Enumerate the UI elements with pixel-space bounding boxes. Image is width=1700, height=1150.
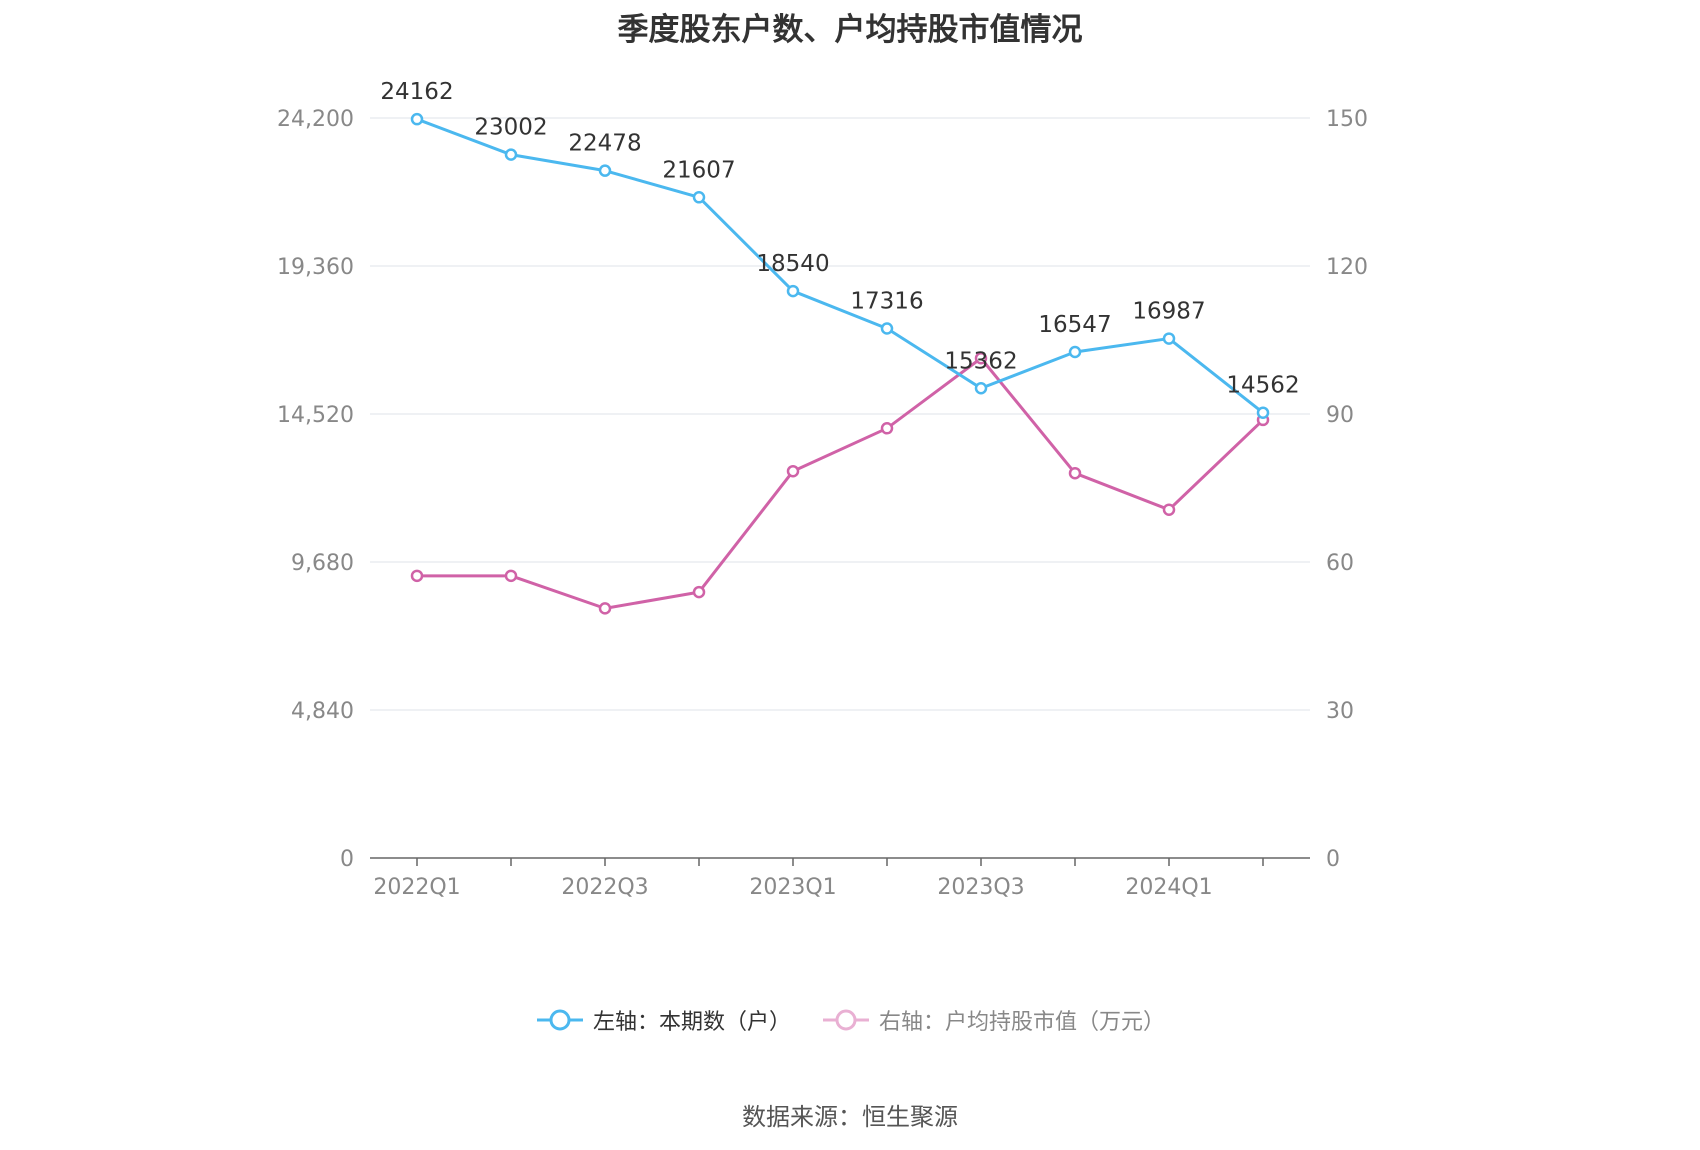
- y-right-tick-label: 30: [1326, 699, 1354, 724]
- right-series-point: [786, 464, 800, 478]
- y-left-tick-label: 0: [340, 847, 354, 872]
- right-series-point: [504, 569, 518, 583]
- right-series-point: [692, 585, 706, 599]
- left-series-data-label: 16547: [1038, 312, 1111, 338]
- right-series-point: [598, 602, 612, 615]
- legend: 左轴：本期数（户） 右轴：户均持股市值（万元）: [0, 1000, 1700, 1040]
- left-series-data-label: 16987: [1132, 299, 1205, 325]
- left-series-data-label: 21607: [662, 157, 735, 183]
- legend-left-series-icon: [536, 1009, 583, 1031]
- left-series-data-label: 15362: [944, 348, 1017, 374]
- left-series-data-label: 17316: [850, 289, 923, 315]
- left-series-point: [598, 164, 612, 177]
- left-series-point: [1162, 332, 1176, 345]
- x-tick-label: 2024Q1: [1125, 875, 1212, 900]
- legend-item-right-series[interactable]: 右轴：户均持股市值（万元）: [821, 1004, 1165, 1036]
- left-series-line: [416, 117, 1264, 414]
- source-label: 数据来源：恒生聚源: [742, 1103, 958, 1131]
- left-series-data-label: 24162: [380, 79, 453, 105]
- right-series-point: [410, 569, 424, 583]
- y-left-tick-label: 14,520: [277, 403, 354, 428]
- left-series-data-label: 18540: [756, 251, 829, 277]
- right-series-point: [1162, 503, 1176, 516]
- left-series-point: [880, 322, 894, 335]
- y-left-tick-label: 19,360: [277, 255, 354, 280]
- left-series-point: [504, 148, 518, 161]
- left-series-point: [1068, 345, 1082, 359]
- right-series-line: [417, 356, 1265, 610]
- right-series-point: [1068, 466, 1082, 480]
- left-series-point: [410, 112, 424, 126]
- right-series-point: [974, 352, 988, 365]
- legend-right-series-icon: [823, 1009, 869, 1031]
- y-right-tick-label: 0: [1326, 847, 1340, 872]
- legend-left-series-label: 左轴：本期数（户）: [592, 1010, 791, 1035]
- y-left-tick-label: 24,200: [277, 107, 354, 132]
- y-right-tick-label: 150: [1326, 107, 1368, 132]
- legend-right-series-label: 右轴：户均持股市值（万元）: [879, 1010, 1166, 1035]
- left-series-data-label: 22478: [568, 131, 641, 157]
- right-series-point: [880, 422, 894, 435]
- left-series-point: [692, 191, 706, 204]
- legend-item-left-series[interactable]: 左轴：本期数（户）: [535, 1004, 791, 1036]
- left-series-point: [1256, 406, 1270, 419]
- y-right-tick-label: 120: [1326, 255, 1368, 280]
- x-tick-label: 2023Q1: [749, 875, 836, 900]
- left-series-data-label: 23002: [474, 115, 547, 141]
- left-series-point: [786, 284, 800, 298]
- y-right-tick-label: 90: [1326, 403, 1354, 428]
- left-series-point: [974, 382, 988, 395]
- left-series-data-label: 14562: [1226, 373, 1299, 399]
- x-tick-label: 2022Q3: [561, 875, 648, 900]
- x-tick-label: 2023Q3: [937, 875, 1024, 900]
- x-tick-label: 2022Q1: [373, 875, 460, 900]
- y-right-tick-label: 60: [1326, 551, 1354, 576]
- y-left-tick-label: 4,840: [291, 699, 354, 724]
- chart-title: 季度股东户数、户均持股市值情况: [617, 12, 1083, 48]
- y-left-tick-label: 9,680: [291, 551, 354, 576]
